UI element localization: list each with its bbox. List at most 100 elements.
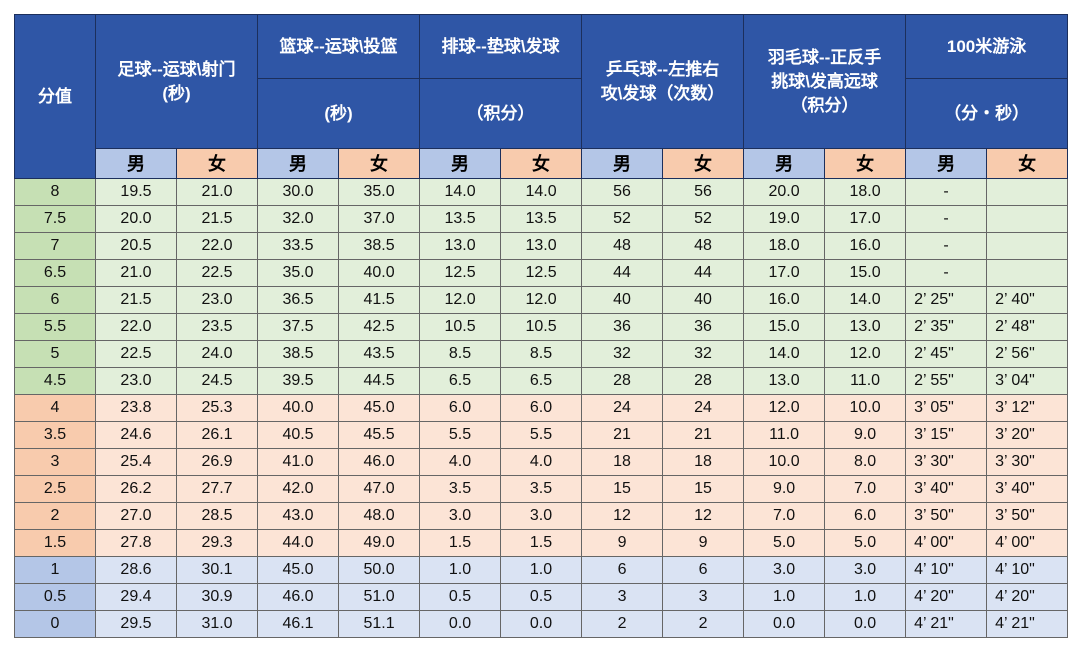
value-cell: 4’ 10" <box>905 556 988 584</box>
value-cell: 6 <box>662 556 745 584</box>
score-table: 分值 足球--运球\射门 (秒) 篮球--运球\投篮 排球--垫球\发球 乒乓球--左推右… <box>14 14 1069 638</box>
data-row: 0 29.5 31.0 46.1 51.1 0.0 0.0 2 2 0.0 0.0 4’ 21" 4’ … <box>14 610 1069 638</box>
value-cell: 16.0 <box>824 232 907 260</box>
value-cell: 3’ 40" <box>986 475 1069 503</box>
value-cell: 13.5 <box>419 205 502 233</box>
value-cell: 40 <box>581 286 664 314</box>
group-unit: (秒) <box>257 78 421 149</box>
score-cell: 7 <box>14 232 96 260</box>
value-cell: 0.5 <box>419 583 502 611</box>
value-cell: 38.5 <box>338 232 421 260</box>
value-cell: 27.7 <box>175 475 259 503</box>
value-cell: 3’ 30" <box>986 448 1069 476</box>
value-cell: 12.5 <box>419 259 502 287</box>
value-cell: 19.0 <box>743 205 826 233</box>
value-cell: 10.0 <box>824 394 907 422</box>
value-cell: 22.0 <box>175 232 259 260</box>
value-cell: 16.0 <box>743 286 826 314</box>
value-cell: 10.5 <box>500 313 583 341</box>
value-cell: 11.0 <box>824 367 907 395</box>
value-cell: 3.0 <box>824 556 907 584</box>
value-cell: 20.5 <box>95 232 177 260</box>
value-cell: 29.4 <box>95 583 177 611</box>
value-cell: 3.5 <box>419 475 502 503</box>
value-cell: 30.0 <box>257 178 340 206</box>
value-cell: 6 <box>581 556 664 584</box>
value-cell: 24.0 <box>175 340 259 368</box>
value-cell: 24.6 <box>95 421 177 449</box>
value-cell: - <box>905 259 988 287</box>
value-cell: 2’ 25" <box>905 286 988 314</box>
data-row: 7 20.5 22.0 33.5 38.5 13.0 13.0 48 48 18.0 16.0- <box>14 232 1069 260</box>
value-cell: 42.0 <box>257 475 340 503</box>
value-cell: 50.0 <box>338 556 421 584</box>
value-cell: 0.0 <box>500 610 583 638</box>
group-unit: （积分） <box>419 78 583 149</box>
value-cell: 20.0 <box>95 205 177 233</box>
value-cell: 1.0 <box>500 556 583 584</box>
value-cell: 14.0 <box>743 340 826 368</box>
value-cell: 22.5 <box>175 259 259 287</box>
value-cell: 44 <box>581 259 664 287</box>
value-cell: 8.5 <box>419 340 502 368</box>
value-cell: 41.5 <box>338 286 421 314</box>
value-cell: 3’ 50" <box>986 502 1069 530</box>
score-cell: 3 <box>14 448 96 476</box>
value-cell: 21.5 <box>95 286 177 314</box>
data-row: 3 25.4 26.9 41.0 46.0 4.0 4.0 18 18 10.0 8.0 3’ 30"… <box>14 448 1069 476</box>
data-row: 4 23.8 25.3 40.0 45.0 6.0 6.0 24 24 12.0 10.0 3’ 05… <box>14 394 1069 422</box>
score-cell: 1.5 <box>14 529 96 557</box>
female-label: 女 <box>986 148 1069 179</box>
data-row: 1 28.6 30.1 45.0 50.0 1.0 1.0 6 6 3.0 3.0 4’ 10" 4’ … <box>14 556 1069 584</box>
value-cell: 52 <box>581 205 664 233</box>
value-cell: 2’ 40" <box>986 286 1069 314</box>
value-cell: 40.0 <box>338 259 421 287</box>
group-header-line: (秒) <box>162 83 191 103</box>
value-cell: 4.0 <box>419 448 502 476</box>
value-cell: 0.5 <box>500 583 583 611</box>
value-cell: 24.5 <box>175 367 259 395</box>
value-cell: 15.0 <box>743 313 826 341</box>
value-cell: 37.0 <box>338 205 421 233</box>
value-cell: 6.5 <box>419 367 502 395</box>
score-cell: 5 <box>14 340 96 368</box>
value-cell: 12.0 <box>419 286 502 314</box>
value-cell: - <box>905 178 988 206</box>
data-row: 8 19.5 21.0 30.0 35.0 14.0 14.0 56 56 20.0 18.0- <box>14 178 1069 206</box>
value-cell: 30.9 <box>175 583 259 611</box>
score-cell: 2 <box>14 502 96 530</box>
value-cell: 5.5 <box>500 421 583 449</box>
value-cell: 0.0 <box>824 610 907 638</box>
value-cell: 35.0 <box>257 259 340 287</box>
value-cell: 3 <box>662 583 745 611</box>
value-cell: 6.0 <box>500 394 583 422</box>
value-cell: 3.0 <box>500 502 583 530</box>
value-cell: 28.5 <box>175 502 259 530</box>
table-header: 分值 足球--运球\射门 (秒) 篮球--运球\投篮 排球--垫球\发球 乒乓球--左推右… <box>14 14 1069 179</box>
data-row: 3.5 24.6 26.1 40.5 45.5 5.5 5.5 21 21 11.0 9.0 3’ 1… <box>14 421 1069 449</box>
score-header: 分值 <box>14 14 96 179</box>
male-label: 男 <box>419 148 502 179</box>
group-header: 羽毛球--正反手 挑球\发高远球 （积分） <box>743 14 907 149</box>
value-cell: 8.0 <box>824 448 907 476</box>
data-row: 6 21.5 23.0 36.5 41.5 12.0 12.0 40 40 16.0 14.0 2’ … <box>14 286 1069 314</box>
value-cell: 18 <box>662 448 745 476</box>
value-cell: 13.0 <box>500 232 583 260</box>
value-cell: 1.0 <box>743 583 826 611</box>
value-cell: 49.0 <box>338 529 421 557</box>
value-cell: 13.0 <box>419 232 502 260</box>
score-cell: 7.5 <box>14 205 96 233</box>
group-title: 篮球--运球\投篮 <box>257 14 421 79</box>
value-cell: 12.0 <box>743 394 826 422</box>
value-cell: 2’ 48" <box>986 313 1069 341</box>
value-cell: 9.0 <box>824 421 907 449</box>
value-cell: 3’ 15" <box>905 421 988 449</box>
group-title: 100米游泳 <box>905 14 1069 79</box>
value-cell: 12 <box>662 502 745 530</box>
value-cell: 22.5 <box>95 340 177 368</box>
value-cell: 18.0 <box>743 232 826 260</box>
value-cell: 19.5 <box>95 178 177 206</box>
value-cell: 12.0 <box>500 286 583 314</box>
value-cell: 44 <box>662 259 745 287</box>
data-row: 0.5 29.4 30.9 46.0 51.0 0.5 0.5 3 3 1.0 1.0 4’ 20" 4… <box>14 583 1069 611</box>
